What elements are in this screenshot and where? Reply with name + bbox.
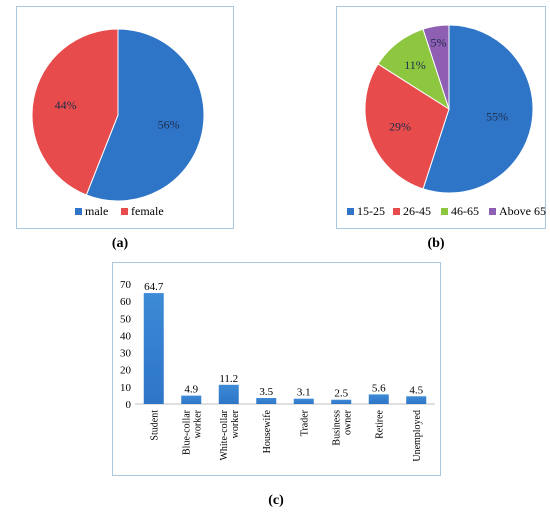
pie-chart-age: 55% 29% 11% 5% 15-25 26-45 46-65 Above 65	[347, 24, 546, 218]
y-tick-label: 70	[120, 279, 132, 291]
bar	[143, 293, 164, 404]
legend-label: male	[85, 204, 108, 218]
x-category-label-line: Blue-collar	[181, 409, 192, 455]
bar-value-label: 4.5	[409, 384, 423, 396]
x-category-label-line: owner	[342, 409, 353, 435]
legend-label: 15-25	[357, 204, 385, 218]
x-category-label: Unemployed	[412, 410, 423, 462]
pie-slice-15-25	[422, 24, 534, 194]
x-category-label: Retiree	[374, 409, 385, 438]
bar-value-label: 64.7	[144, 281, 164, 293]
pie-chart-gender-panel: 56% 44% male female	[16, 6, 234, 229]
bar	[181, 395, 202, 404]
x-category-label-line: Business	[331, 410, 342, 446]
y-tick-label: 60	[120, 296, 132, 308]
x-category-label-line: worker	[192, 409, 203, 438]
bar-value-label: 5.6	[372, 382, 386, 394]
legend-swatch	[393, 208, 400, 215]
pie-slice-value-label: 56%	[158, 118, 180, 132]
pie-slice-26-45	[364, 63, 450, 190]
y-tick-label: 0	[126, 399, 132, 411]
legend-swatch	[441, 208, 448, 215]
y-tick-label: 50	[120, 313, 132, 325]
x-category-label: Business owner	[331, 409, 353, 445]
bar-value-label: 4.9	[184, 384, 198, 396]
legend-swatch	[347, 208, 354, 215]
bar-value-label: 11.2	[219, 373, 238, 385]
pie-slice-value-label: 44%	[55, 98, 77, 112]
pie-slice-male	[85, 28, 205, 202]
legend-label: 46-65	[451, 204, 479, 218]
y-tick-label: 10	[120, 382, 132, 394]
pie-slice-above-65	[422, 24, 450, 110]
x-category-label-line: White-collar	[219, 409, 230, 460]
x-category-label-line: Housewife	[262, 409, 273, 453]
y-tick-label: 20	[120, 365, 132, 377]
pie-slice-value-label: 29%	[389, 120, 411, 134]
x-category-label: Housewife	[262, 409, 273, 453]
x-category-label: Student	[149, 410, 160, 441]
x-category-label: Blue-collar worker	[181, 409, 203, 455]
pie-chart-age-panel: 55% 29% 11% 5% 15-25 26-45 46-65 Above 65	[336, 6, 546, 229]
bar	[256, 398, 277, 404]
pie-slice-value-label: 11%	[404, 58, 426, 72]
y-tick-label: 40	[120, 330, 132, 342]
bar-chart-occupation-panel: 0 10 20 30 40 50 60 70 64.7 Student 4.9 Blue-collar…	[112, 262, 441, 476]
bar-value-label: 3.1	[297, 387, 311, 399]
y-tick-label: 30	[120, 348, 132, 360]
pie-slice-value-label: 5%	[430, 36, 446, 50]
x-category-label-line: worker	[230, 409, 241, 438]
legend-label: female	[131, 204, 164, 218]
pie-chart-gender: 56% 44% male female	[31, 28, 205, 218]
bar-value-label: 2.5	[334, 388, 348, 400]
x-category-label: White-collar worker	[219, 409, 241, 460]
x-category-label-line: Trader	[299, 409, 310, 436]
caption-a: (a)	[111, 236, 129, 251]
bar-chart-occupation: 0 10 20 30 40 50 60 70 64.7 Student 4.9 Blue-collar…	[120, 279, 435, 462]
x-category-label-line: Unemployed	[412, 410, 423, 462]
legend-swatch	[75, 208, 82, 215]
bar	[218, 384, 239, 404]
legend-swatch	[489, 208, 496, 215]
bar-value-label: 3.5	[259, 386, 273, 398]
legend-label: 26-45	[403, 204, 431, 218]
x-category-label-line: Student	[149, 410, 160, 441]
pie-slice-female	[31, 28, 119, 196]
bar	[406, 396, 427, 404]
pie-slice-value-label: 55%	[486, 110, 508, 124]
x-category-label-line: Retiree	[374, 409, 385, 438]
legend-label: Above 65	[499, 204, 546, 218]
bar	[368, 394, 389, 404]
legend-swatch	[121, 208, 128, 215]
bar	[331, 399, 352, 404]
caption-b: (b)	[427, 236, 445, 251]
x-category-label: Trader	[299, 409, 310, 436]
caption-c: (c)	[268, 493, 284, 508]
bar	[293, 398, 314, 404]
